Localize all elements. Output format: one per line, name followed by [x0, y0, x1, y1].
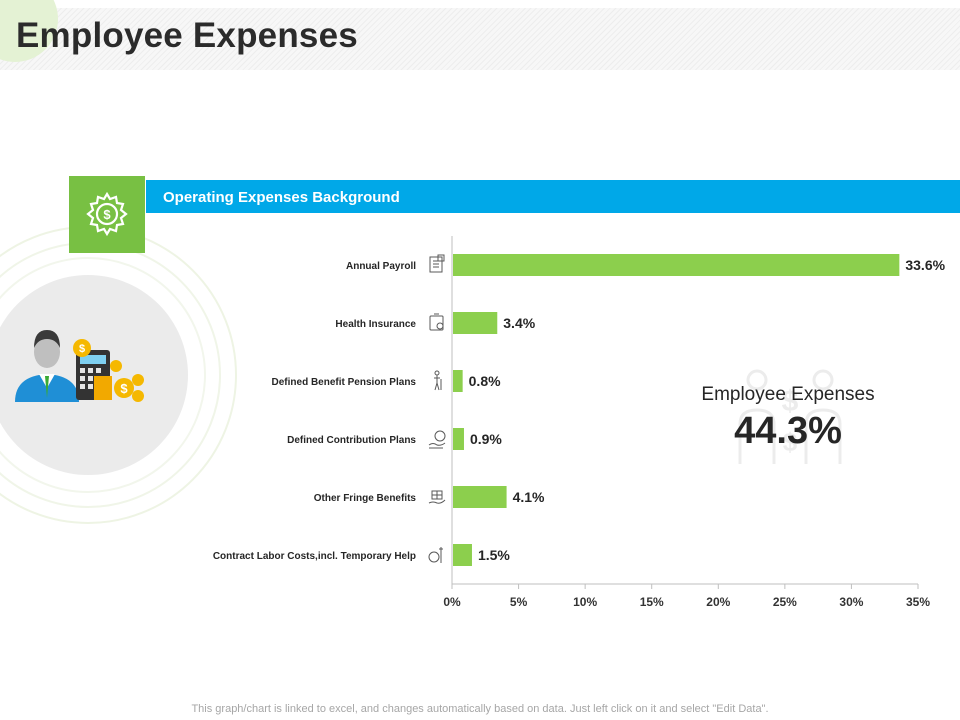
svg-text:$: $	[103, 207, 111, 222]
payroll-icon	[429, 254, 445, 273]
bar	[453, 254, 900, 276]
x-tick-label: 25%	[773, 595, 797, 609]
category-label: Defined Contribution Plans	[287, 435, 416, 446]
x-tick-label: 20%	[706, 595, 730, 609]
fringe-benefits-icon	[428, 490, 446, 504]
businessman-money-icon: $ $	[15, 330, 144, 402]
x-tick-label: 0%	[443, 595, 461, 609]
section-header-label: Operating Expenses Background	[163, 189, 400, 206]
svg-text:$: $	[783, 427, 798, 457]
bar	[453, 544, 472, 566]
bar-value-label: 0.8%	[469, 373, 501, 389]
bar	[453, 428, 464, 450]
svg-text:$: $	[120, 381, 128, 396]
contract-labor-icon	[428, 547, 443, 563]
x-tick-label: 35%	[906, 595, 930, 609]
category-label: Health Insurance	[335, 319, 416, 330]
footnote: This graph/chart is linked to excel, and…	[191, 703, 769, 715]
health-insurance-icon	[429, 313, 444, 331]
section-header: Operating Expenses Background	[146, 180, 960, 213]
svg-text:$: $	[79, 343, 85, 355]
bar-value-label: 0.9%	[470, 431, 502, 447]
category-label: Defined Benefit Pension Plans	[272, 377, 417, 388]
bar	[453, 312, 498, 334]
pension-icon	[434, 370, 442, 391]
x-tick-label: 30%	[839, 595, 863, 609]
category-label: Annual Payroll	[346, 261, 416, 272]
bar	[453, 486, 507, 508]
x-tick-label: 10%	[573, 595, 597, 609]
kpi-label: Employee Expenses	[701, 384, 875, 405]
people-money-icon: $ $	[738, 369, 842, 464]
x-tick-label: 5%	[510, 595, 528, 609]
category-label: Other Fringe Benefits	[314, 493, 417, 504]
svg-text:$: $	[782, 385, 799, 418]
bar	[453, 370, 463, 392]
x-tick-label: 15%	[640, 595, 664, 609]
bar-value-label: 1.5%	[478, 547, 510, 563]
bar-value-label: 4.1%	[513, 489, 545, 505]
gear-dollar-icon: $	[69, 176, 145, 253]
category-label: Contract Labor Costs,incl. Temporary Hel…	[213, 551, 416, 562]
bar-value-label: 33.6%	[905, 257, 945, 273]
kpi-value: 44.3%	[734, 410, 842, 452]
bar-value-label: 3.4%	[503, 315, 535, 331]
contribution-icon	[428, 430, 446, 449]
title-band	[0, 8, 960, 70]
page-title: Employee Expenses	[16, 16, 358, 55]
